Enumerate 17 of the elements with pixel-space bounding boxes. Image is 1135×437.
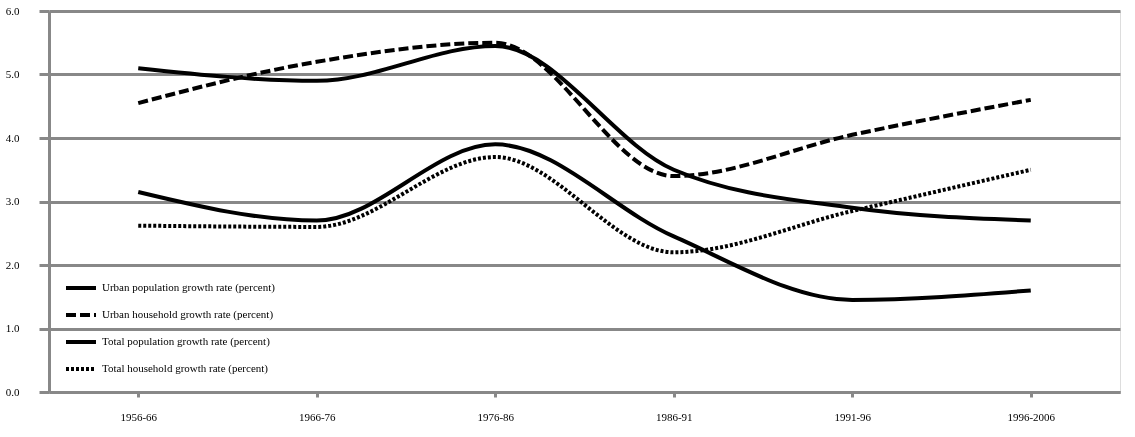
y-tick-label: 5.0 <box>5 68 20 80</box>
legend-label: Total population growth rate (percent) <box>102 335 271 348</box>
legend-label: Urban population growth rate (percent) <box>102 281 276 294</box>
y-tick-label: 0.0 <box>5 385 20 398</box>
y-tick-label: 1.0 <box>5 322 20 334</box>
x-tick-label: 1996-2006 <box>1007 410 1056 423</box>
legend-label: Urban household growth rate (percent) <box>102 308 274 321</box>
x-tick-label: 1956-66 <box>120 410 158 423</box>
x-tick-label: 1966-76 <box>298 410 337 423</box>
x-tick-label: 1991-96 <box>834 410 872 423</box>
x-tick-label: 1986-91 <box>655 410 693 423</box>
y-tick-label: 4.0 <box>5 131 20 144</box>
y-tick-label: 3.0 <box>5 195 20 207</box>
legend-label: Total household growth rate (percent) <box>102 362 269 375</box>
x-tick-label: 1976-86 <box>477 410 515 423</box>
y-tick-label: 2.0 <box>5 258 20 271</box>
y-tick-label: 6.0 <box>5 4 20 17</box>
